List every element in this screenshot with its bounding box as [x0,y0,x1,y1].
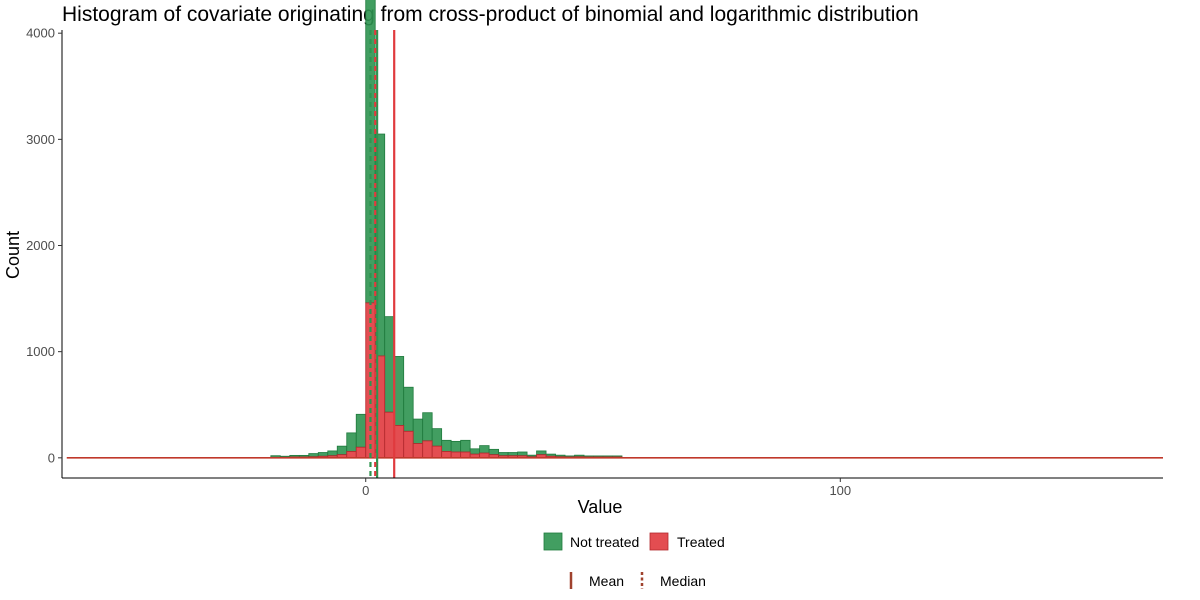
chart-title: Histogram of covariate originating from … [62,3,919,26]
bar-not-treated-22 [479,445,490,454]
legend-label-treated: Treated [677,534,725,550]
bar-treated-13 [393,425,405,459]
y-ticks: 0 1000 2000 3000 4000 [26,26,62,465]
x-tick-label-0: 0 [362,483,369,498]
series-treated-bars [270,302,623,459]
bar-treated-18 [441,451,452,459]
bar-not-treated-17 [431,428,443,447]
legend-fill: Not treated Treated [543,532,725,551]
legend-swatch-treated [649,532,669,551]
y-tick-label-2000: 2000 [26,238,55,253]
bar-not-treated-5 [317,452,329,457]
bar-treated-10 [365,302,376,459]
y-tick-label-1000: 1000 [26,344,55,359]
legend-swatch-not-treated [543,532,563,551]
bar-not-treated-7 [336,445,348,456]
series-not-treated-bars [270,0,623,458]
legend-label-not-treated: Not treated [570,534,639,550]
bar-not-treated-9 [355,413,367,448]
bar-not-treated-13 [393,356,405,426]
bar-treated-14 [403,430,414,459]
plot-area [66,0,1163,478]
bar-not-treated-20 [460,439,471,453]
bar-not-treated-18 [441,439,452,452]
y-tick-label-4000: 4000 [26,26,55,41]
bar-treated-17 [431,445,443,459]
y-tick-label-0: 0 [48,450,55,465]
bar-not-treated-16 [422,412,433,442]
bar-treated-12 [384,411,395,459]
bar-treated-16 [422,440,433,459]
bar-treated-19 [450,451,462,459]
bar-not-treated-8 [346,432,357,452]
axes: 0 100 0 1000 2000 3000 4000 [26,26,1163,498]
bar-not-treated-6 [327,450,338,457]
bar-not-treated-26 [517,451,528,457]
bar-not-treated-4 [308,453,319,458]
bar-treated-20 [460,451,471,459]
bar-treated-15 [412,443,424,459]
x-tick-label-100: 100 [829,483,851,498]
reference-lines [369,30,396,478]
legend-label-mean: Mean [589,573,624,589]
y-axis-label: Count [3,231,23,279]
bar-not-treated-19 [450,440,462,453]
bar-not-treated-21 [469,448,481,455]
bar-treated-8 [346,451,357,459]
bar-not-treated-15 [412,418,424,444]
bar-not-treated-28 [536,450,547,456]
bar-not-treated-25 [507,452,518,457]
bar-not-treated-14 [403,386,414,432]
legend-lines: Mean Median [569,572,706,589]
y-tick-label-3000: 3000 [26,132,55,147]
bar-not-treated-24 [498,452,509,457]
bar-not-treated-23 [488,448,500,456]
x-axis-label: Value [578,497,623,517]
bar-not-treated-12 [384,316,395,413]
x-ticks: 0 100 [362,478,851,498]
bar-treated-9 [355,446,367,459]
legend-label-median: Median [660,573,706,589]
